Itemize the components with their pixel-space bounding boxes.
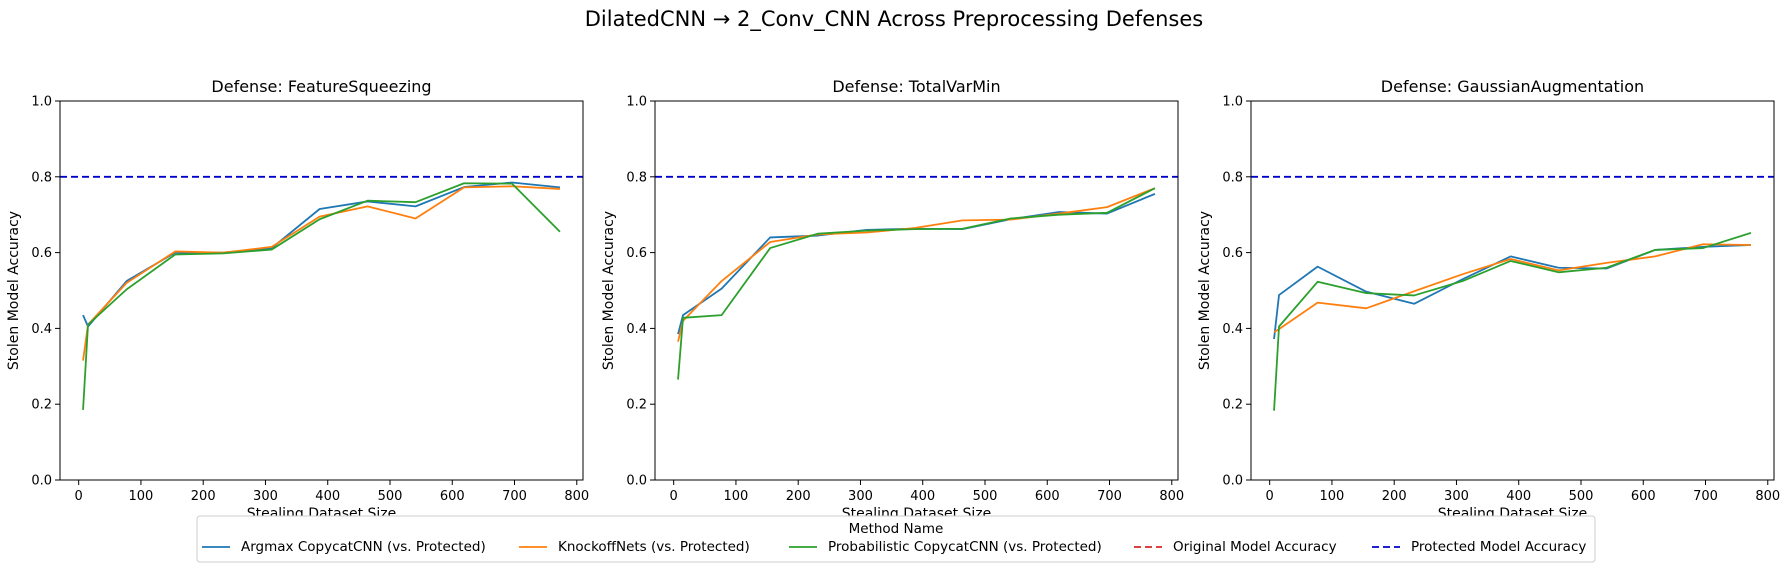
legend-label: Argmax CopycatCNN (vs. Protected) <box>241 539 486 555</box>
x-tick-label: 400 <box>910 489 935 504</box>
axes-frame <box>1250 100 1775 481</box>
x-tick-label: 700 <box>1693 489 1718 504</box>
y-tick-label: 0.6 <box>1222 246 1243 261</box>
x-tick-label: 500 <box>1569 489 1594 504</box>
y-tick-label: 0.4 <box>626 322 647 337</box>
x-tick-label: 800 <box>1755 489 1780 504</box>
y-tick-label: 0.8 <box>1222 170 1243 185</box>
legend-title: Method Name <box>849 521 944 537</box>
y-tick-label: 0.4 <box>31 322 52 337</box>
y-tick-label: 0.2 <box>1222 398 1243 413</box>
x-tick-label: 600 <box>1631 489 1656 504</box>
legend-item: KnockoffNets (vs. Protected) <box>519 539 750 555</box>
x-tick-label: 0 <box>1266 489 1274 504</box>
legend-item: Protected Model Accuracy <box>1372 539 1586 555</box>
x-tick-label: 200 <box>786 489 811 504</box>
x-tick-label: 400 <box>1506 489 1531 504</box>
legend-item: Probabilistic CopycatCNN (vs. Protected) <box>789 539 1102 555</box>
axes-frame <box>654 100 1179 481</box>
x-tick-label: 100 <box>724 489 749 504</box>
legend: Method Name Argmax CopycatCNN (vs. Prote… <box>196 515 1596 563</box>
legend-label: Probabilistic CopycatCNN (vs. Protected) <box>828 539 1102 555</box>
y-tick-label: 0.6 <box>626 246 647 261</box>
y-axis-label: Stolen Model Accuracy <box>601 211 617 370</box>
series-line <box>677 193 1156 335</box>
x-tick-label: 600 <box>1035 489 1060 504</box>
y-tick-label: 1.0 <box>1222 95 1243 110</box>
legend-item: Original Model Accuracy <box>1134 539 1337 555</box>
x-tick-label: 500 <box>378 489 403 504</box>
y-tick-label: 0.0 <box>626 474 647 489</box>
y-tick-label: 0.2 <box>626 398 647 413</box>
legend-items: Argmax CopycatCNN (vs. Protected) Knockof… <box>202 539 1586 555</box>
x-tick-label: 800 <box>564 489 589 504</box>
x-tick-label: 100 <box>129 489 154 504</box>
legend-frame <box>196 515 1596 563</box>
legend-label: Original Model Accuracy <box>1173 539 1337 555</box>
x-tick-label: 700 <box>1097 489 1122 504</box>
subplot-3: Defense: GaussianAugmentation 0 100 200 300 4… <box>1197 77 1780 522</box>
y-axis-label: Stolen Model Accuracy <box>6 211 22 370</box>
series-line <box>82 182 561 410</box>
subplot-2: Defense: TotalVarMin 0 100 200 300 400 500 600 7… <box>601 77 1184 522</box>
x-tick-label: 100 <box>1320 489 1345 504</box>
x-tick-label: 800 <box>1159 489 1184 504</box>
y-tick-label: 0.4 <box>1222 322 1243 337</box>
axes-frame <box>59 100 584 481</box>
subplot-title: Defense: FeatureSqueezing <box>211 77 431 96</box>
x-tick-label: 700 <box>502 489 527 504</box>
y-tick-label: 1.0 <box>31 95 52 110</box>
legend-item: Argmax CopycatCNN (vs. Protected) <box>202 539 486 555</box>
x-tick-label: 0 <box>670 489 678 504</box>
y-tick-label: 1.0 <box>626 95 647 110</box>
x-tick-label: 300 <box>253 489 278 504</box>
x-tick-label: 500 <box>973 489 998 504</box>
y-tick-label: 0.0 <box>31 474 52 489</box>
x-tick-label: 200 <box>191 489 216 504</box>
figure-title: DilatedCNN → 2_Conv_CNN Across Preproces… <box>585 7 1203 32</box>
y-tick-label: 0.0 <box>1222 474 1243 489</box>
subplot-1: Defense: FeatureSqueezing 0 100 200 300 400 50… <box>6 77 589 522</box>
x-tick-label: 400 <box>315 489 340 504</box>
y-tick-label: 0.2 <box>31 398 52 413</box>
x-tick-label: 300 <box>848 489 873 504</box>
subplot-title: Defense: GaussianAugmentation <box>1381 77 1644 96</box>
legend-label: Protected Model Accuracy <box>1411 539 1586 555</box>
x-tick-label: 300 <box>1444 489 1469 504</box>
x-tick-label: 200 <box>1382 489 1407 504</box>
y-tick-label: 0.8 <box>626 170 647 185</box>
x-tick-label: 600 <box>440 489 465 504</box>
series-line <box>1273 232 1752 411</box>
y-axis-label: Stolen Model Accuracy <box>1197 211 1213 370</box>
x-tick-label: 0 <box>75 489 83 504</box>
series-line <box>1273 243 1751 333</box>
subplots: Defense: FeatureSqueezing 0 100 200 300 400 50… <box>6 77 1780 522</box>
series-line <box>677 187 1156 380</box>
subplot-title: Defense: TotalVarMin <box>832 77 1000 96</box>
series-line <box>677 187 1156 342</box>
legend-label: KnockoffNets (vs. Protected) <box>558 539 750 555</box>
y-tick-label: 0.6 <box>31 246 52 261</box>
series-line <box>82 185 561 361</box>
y-tick-label: 0.8 <box>31 170 52 185</box>
series-line <box>82 181 561 328</box>
